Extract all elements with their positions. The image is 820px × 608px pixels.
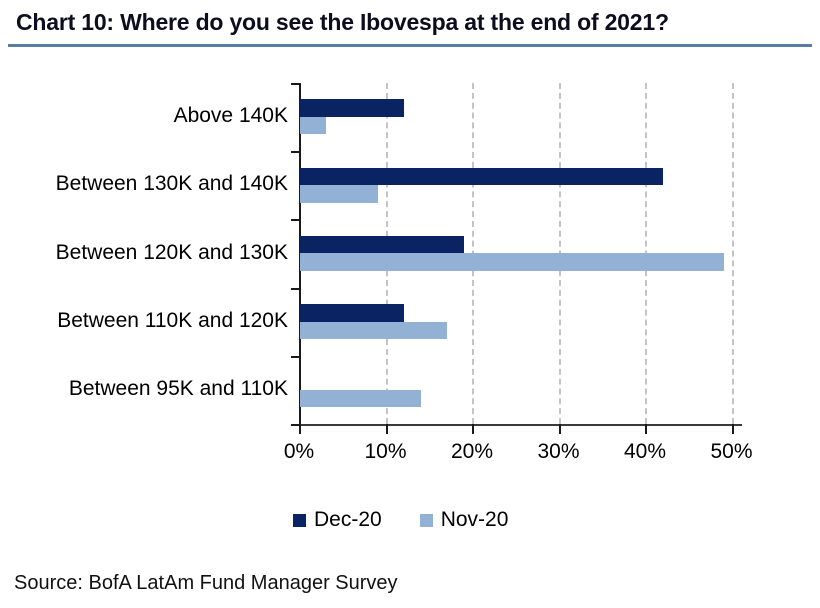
- x-tick-mark-20pct: [472, 423, 474, 434]
- bar-dec-20: [300, 235, 465, 254]
- bar-nov-20: [300, 116, 326, 135]
- legend-swatch-icon: [293, 513, 306, 527]
- gridline-20pct: [472, 83, 474, 424]
- legend-item-nov-20: Nov-20: [419, 508, 509, 532]
- category-label: Between 95K and 110K: [68, 376, 288, 400]
- bar-nov-20: [300, 185, 378, 203]
- bar-nov-20: [300, 321, 448, 339]
- bar-dec-20: [300, 167, 664, 186]
- title-rule: [8, 44, 812, 47]
- y-tick-mark: [291, 355, 299, 358]
- bar-nov-20: [300, 253, 724, 271]
- category-label: Between 110K and 120K: [57, 308, 288, 332]
- x-tick-mark-50pct: [731, 423, 734, 434]
- x-tick-label: 50%: [710, 440, 753, 463]
- x-tick-label: 30%: [537, 440, 580, 463]
- category-label: Between 130K and 140K: [55, 172, 288, 196]
- gridline-50pct: [731, 83, 734, 424]
- legend-label: Dec-20: [314, 508, 382, 531]
- gridline-40pct: [645, 83, 647, 424]
- category-label: Between 120K and 130K: [55, 240, 288, 264]
- x-tick-mark-10pct: [385, 423, 388, 434]
- y-tick-mark: [291, 83, 299, 85]
- x-tick-label: 40%: [623, 440, 667, 463]
- x-tick-mark-40pct: [645, 423, 647, 434]
- bar-dec-20: [300, 304, 404, 322]
- x-tick-mark-0pct: [299, 423, 301, 434]
- bar-dec-20: [300, 99, 404, 117]
- bar-nov-20: [300, 389, 422, 408]
- chart-title: Chart 10: Where do you see the Ibovespa …: [16, 9, 669, 35]
- legend-item-dec-20: Dec-20: [293, 508, 382, 532]
- source-note: Source: BofA LatAm Fund Manager Survey: [14, 572, 398, 594]
- y-tick-mark: [291, 219, 299, 222]
- legend-swatch-icon: [419, 513, 433, 527]
- legend-label: Nov-20: [440, 508, 509, 531]
- x-axis-line: [292, 423, 742, 426]
- y-tick-mark: [291, 424, 299, 426]
- x-tick-label: 10%: [364, 440, 407, 463]
- gridline-30pct: [558, 83, 561, 424]
- x-tick-label: 20%: [450, 440, 494, 463]
- y-tick-mark: [291, 287, 299, 290]
- chart-legend: Dec-20 Nov-20: [293, 508, 508, 532]
- x-tick-label: 0%: [283, 440, 315, 463]
- y-tick-mark: [291, 151, 299, 154]
- x-tick-mark-30pct: [558, 423, 561, 434]
- category-label: Above 140K: [173, 104, 288, 128]
